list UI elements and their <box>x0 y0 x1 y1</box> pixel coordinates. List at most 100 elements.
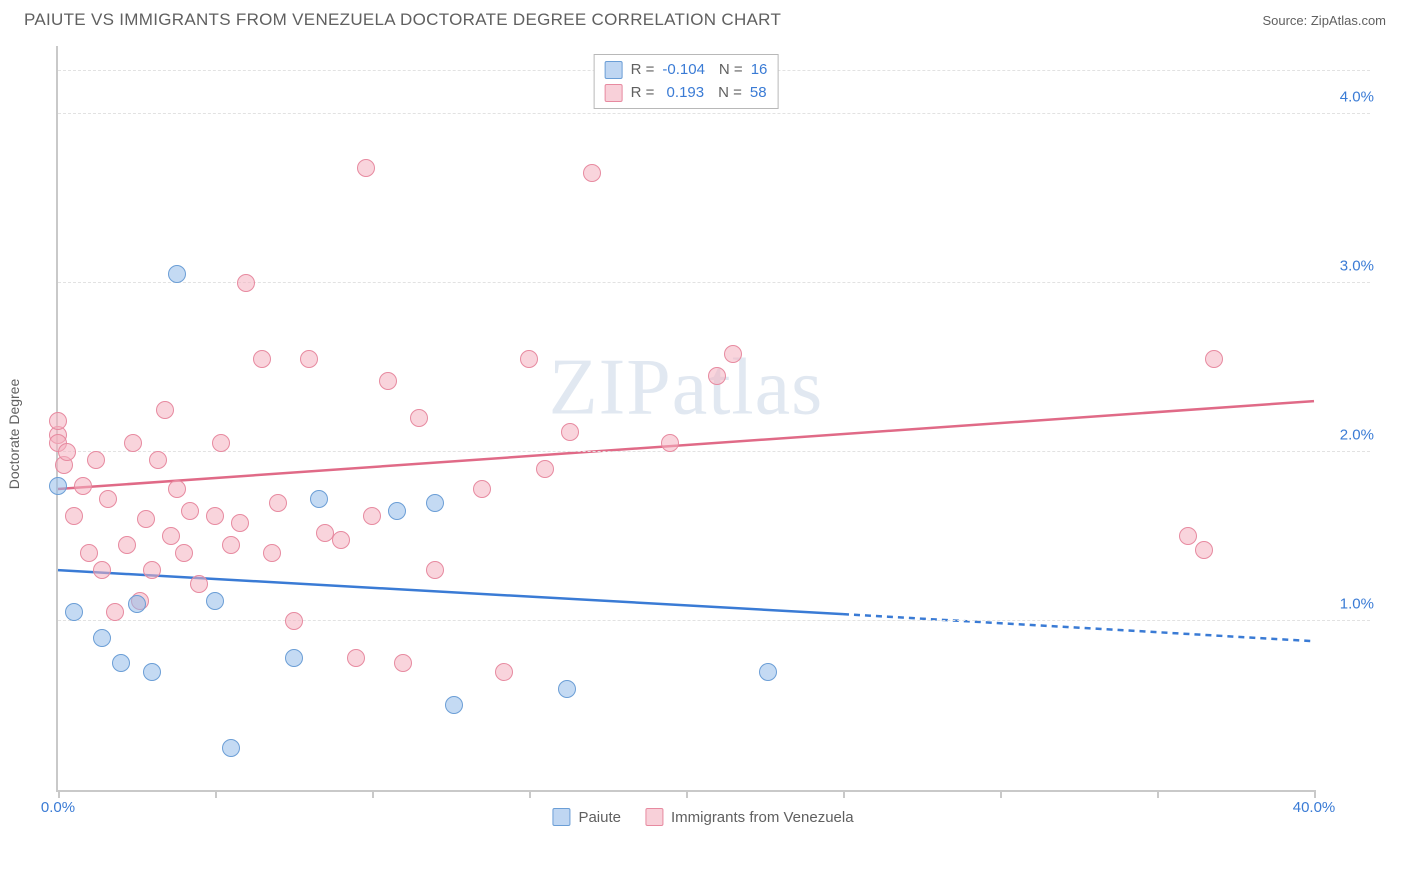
n-label: N = <box>719 59 743 82</box>
data-point <box>759 663 777 681</box>
data-point <box>87 451 105 469</box>
data-point <box>106 603 124 621</box>
n-value-venezuela: 58 <box>750 82 767 105</box>
swatch-venezuela <box>605 84 623 102</box>
stats-row-paiute: R = -0.104 N = 16 <box>605 59 768 82</box>
data-point <box>426 561 444 579</box>
y-tick-label: 3.0% <box>1340 257 1374 274</box>
data-point <box>128 595 146 613</box>
r-label: R = <box>631 59 655 82</box>
data-point <box>520 350 538 368</box>
r-value-paiute: -0.104 <box>662 59 705 82</box>
trend-line <box>58 570 843 614</box>
stats-legend: R = -0.104 N = 16 R = 0.193 N = 58 <box>594 54 779 109</box>
x-axis-min-label: 0.0% <box>41 799 75 816</box>
chart-title: PAIUTE VS IMMIGRANTS FROM VENEZUELA DOCT… <box>24 10 781 30</box>
data-point <box>661 434 679 452</box>
legend-label-paiute: Paiute <box>578 809 621 826</box>
data-point <box>583 164 601 182</box>
data-point <box>237 274 255 292</box>
x-tick <box>1314 790 1316 798</box>
data-point <box>137 510 155 528</box>
data-point <box>269 494 287 512</box>
data-point <box>394 654 412 672</box>
x-axis-max-label: 40.0% <box>1293 799 1336 816</box>
gridline <box>58 451 1370 452</box>
data-point <box>495 663 513 681</box>
x-tick <box>372 790 374 798</box>
r-label: R = <box>631 82 655 105</box>
data-point <box>49 412 67 430</box>
data-point <box>162 527 180 545</box>
y-tick-label: 4.0% <box>1340 88 1374 105</box>
data-point <box>168 265 186 283</box>
stats-row-venezuela: R = 0.193 N = 58 <box>605 82 768 105</box>
data-point <box>231 514 249 532</box>
n-value-paiute: 16 <box>751 59 768 82</box>
data-point <box>285 612 303 630</box>
data-point <box>300 350 318 368</box>
data-point <box>212 434 230 452</box>
x-tick <box>58 790 60 798</box>
n-label: N = <box>718 82 742 105</box>
data-point <box>190 575 208 593</box>
data-point <box>379 372 397 390</box>
data-point <box>410 409 428 427</box>
data-point <box>93 561 111 579</box>
data-point <box>175 544 193 562</box>
data-point <box>206 592 224 610</box>
data-point <box>65 603 83 621</box>
x-tick <box>215 790 217 798</box>
data-point <box>347 649 365 667</box>
data-point <box>561 423 579 441</box>
data-point <box>253 350 271 368</box>
data-point <box>724 345 742 363</box>
data-point <box>118 536 136 554</box>
data-point <box>1205 350 1223 368</box>
source-attribution: Source: ZipAtlas.com <box>1262 13 1386 28</box>
plot-area: ZIPatlas R = -0.104 N = 16 R = 0.193 N =… <box>56 46 1314 792</box>
data-point <box>65 507 83 525</box>
gridline <box>58 620 1370 621</box>
data-point <box>124 434 142 452</box>
y-tick-label: 1.0% <box>1340 595 1374 612</box>
legend-item-venezuela: Immigrants from Venezuela <box>645 808 854 826</box>
data-point <box>473 480 491 498</box>
data-point <box>222 739 240 757</box>
data-point <box>93 629 111 647</box>
data-point <box>426 494 444 512</box>
swatch-paiute <box>605 61 623 79</box>
x-tick <box>686 790 688 798</box>
data-point <box>143 561 161 579</box>
data-point <box>112 654 130 672</box>
trend-lines <box>58 46 1314 790</box>
x-tick <box>1000 790 1002 798</box>
swatch-icon <box>552 808 570 826</box>
data-point <box>49 477 67 495</box>
legend-item-paiute: Paiute <box>552 808 621 826</box>
r-value-venezuela: 0.193 <box>662 82 704 105</box>
data-point <box>143 663 161 681</box>
y-tick-label: 2.0% <box>1340 426 1374 443</box>
data-point <box>206 507 224 525</box>
y-axis-label: Doctorate Degree <box>6 379 22 490</box>
data-point <box>310 490 328 508</box>
data-point <box>558 680 576 698</box>
legend-label-venezuela: Immigrants from Venezuela <box>671 809 854 826</box>
data-point <box>99 490 117 508</box>
data-point <box>536 460 554 478</box>
data-point <box>1195 541 1213 559</box>
data-point <box>149 451 167 469</box>
x-tick <box>1157 790 1159 798</box>
data-point <box>168 480 186 498</box>
data-point <box>445 696 463 714</box>
data-point <box>332 531 350 549</box>
data-point <box>156 401 174 419</box>
trend-line <box>843 614 1314 641</box>
data-point <box>58 443 76 461</box>
trend-line <box>58 401 1314 489</box>
data-point <box>1179 527 1197 545</box>
data-point <box>80 544 98 562</box>
data-point <box>222 536 240 554</box>
data-point <box>285 649 303 667</box>
